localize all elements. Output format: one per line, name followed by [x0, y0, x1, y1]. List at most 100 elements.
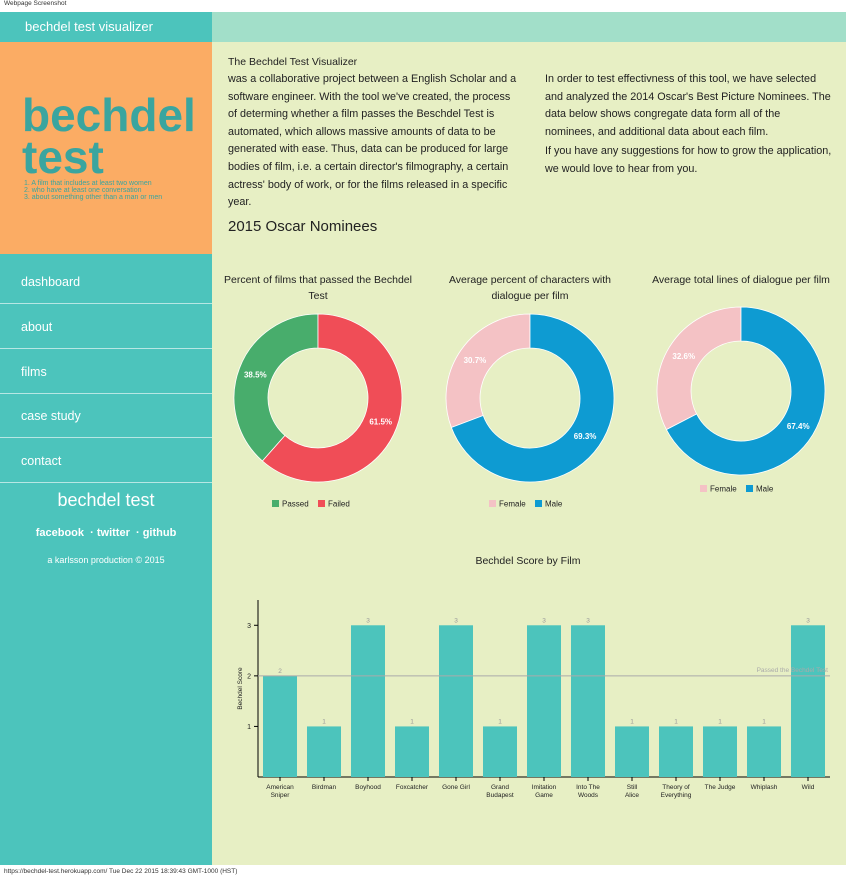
bar — [395, 726, 429, 777]
chart-title: Percent of films that passed the Bechdel… — [224, 274, 412, 302]
x-tick-label: Imitation Game — [532, 784, 557, 799]
intro-paragraph: If you have any suggestions for how to g… — [545, 145, 832, 175]
pie-slice — [233, 313, 319, 462]
x-tick-label: Gone Girl — [442, 784, 470, 791]
logo-panel — [0, 42, 212, 254]
slice-label: 69.3% — [574, 432, 597, 441]
footer-title: bechdel test — [57, 490, 155, 510]
legend-label: Male — [545, 500, 563, 509]
nav-item[interactable]: about — [0, 305, 212, 349]
pie-slice — [445, 313, 531, 428]
bar-value-label: 3 — [586, 617, 590, 624]
y-tick-label: 3 — [247, 623, 251, 630]
x-tick-label: Foxcatcher — [396, 784, 429, 791]
x-tick-label: Still Alice — [625, 784, 639, 799]
bar — [571, 625, 605, 777]
bar — [703, 726, 737, 777]
criteria: 3. about something other than a man or m… — [24, 194, 163, 201]
nav-item[interactable]: films — [0, 350, 212, 394]
reference-label: Passed the Bechdel Test — [757, 667, 829, 674]
top-band — [212, 12, 846, 42]
bar-value-label: 1 — [410, 718, 414, 725]
bar — [439, 625, 473, 777]
x-tick-label: The Judge — [705, 784, 736, 791]
legend-swatch — [700, 485, 707, 492]
bar — [351, 625, 385, 777]
bar — [527, 625, 561, 777]
y-tick-label: 2 — [247, 673, 251, 680]
link[interactable]: twitter — [96, 527, 130, 539]
x-tick-label: American Sniper — [266, 784, 294, 799]
slice-label: 67.4% — [787, 422, 810, 431]
pie-slice — [261, 313, 403, 483]
intro-paragraph: In order to test effectivness of this to… — [545, 73, 831, 138]
nav-item[interactable]: dashboard — [0, 260, 212, 304]
y-tick-label: 1 — [247, 724, 251, 731]
slice-label: 38.5% — [244, 370, 267, 379]
bar — [747, 726, 781, 777]
bar — [615, 726, 649, 777]
bar-value-label: 1 — [674, 718, 678, 725]
legend-swatch — [746, 485, 753, 492]
chart-title: Average percent of characters with dialo… — [448, 274, 612, 302]
credit: a karlsson production © 2015 — [47, 555, 165, 565]
legend-swatch — [272, 500, 279, 507]
legend-label: Female — [710, 485, 737, 494]
pie-slice — [665, 306, 826, 476]
x-tick-label: Birdman — [312, 784, 337, 791]
pie-slice — [450, 313, 615, 483]
logo-text: bechdel — [22, 89, 196, 141]
x-tick-label: Wild — [802, 784, 815, 791]
bar — [307, 726, 341, 777]
social-links: facebook · twitter · github — [35, 527, 177, 539]
bar-value-label: 3 — [806, 617, 810, 624]
legend-label: Failed — [328, 500, 350, 509]
legend-swatch — [489, 500, 496, 507]
legend-label: Female — [499, 500, 526, 509]
bar-value-label: 1 — [322, 718, 326, 725]
intro-title: The Bechdel Test Visualizer — [228, 56, 358, 68]
pie-slice — [656, 306, 742, 431]
bar-value-label: 3 — [366, 617, 370, 624]
section-title: 2015 Oscar Nominees — [228, 218, 378, 235]
bar-value-label: 1 — [630, 718, 634, 725]
intro-paragraph: was a collaborative project between a En… — [228, 73, 517, 209]
legend-label: Male — [756, 485, 774, 494]
brand[interactable]: bechdel test visualizer — [25, 19, 153, 34]
bar-value-label: 3 — [542, 617, 546, 624]
bar-value-label: 3 — [454, 617, 458, 624]
legend-label: Passed — [282, 500, 309, 509]
bar — [483, 726, 517, 777]
x-tick-label: Theory of Everything — [661, 784, 692, 799]
x-tick-label: Whiplash — [751, 784, 778, 791]
nav-item[interactable]: contact — [0, 439, 212, 483]
link[interactable]: github — [142, 527, 177, 539]
header-note: Webpage Screenshot — [4, 0, 67, 7]
x-tick-label: Boyhood — [355, 784, 381, 791]
x-tick-label: Into The Woods — [576, 784, 600, 799]
bar — [263, 675, 297, 777]
slice-label: 32.6% — [672, 352, 695, 361]
chart-title: Bechdel Score by Film — [475, 555, 581, 567]
slice-label: 61.5% — [369, 418, 392, 427]
nav-item[interactable]: case study — [0, 394, 212, 438]
bar-value-label: 2 — [278, 668, 282, 675]
slice-label: 30.7% — [464, 356, 487, 365]
x-tick-label: Grand Budapest — [486, 784, 514, 799]
link[interactable]: facebook — [35, 527, 84, 539]
criteria: 2. who have at least one conversation — [24, 187, 142, 194]
criteria: 1. A film that includes at least two wom… — [24, 180, 152, 187]
y-axis-label: Bechdel Score — [237, 667, 244, 710]
bar-value-label: 1 — [718, 718, 722, 725]
status-bar: https://bechdel-test.herokuapp.com/ Tue … — [4, 868, 238, 875]
bar — [659, 726, 693, 777]
chart-title: Average total lines of dialogue per film — [652, 274, 830, 286]
bar-value-label: 1 — [498, 718, 502, 725]
bar-value-label: 1 — [762, 718, 766, 725]
logo-text: test — [22, 131, 104, 183]
bar — [791, 625, 825, 777]
legend-swatch — [318, 500, 325, 507]
legend-swatch — [535, 500, 542, 507]
